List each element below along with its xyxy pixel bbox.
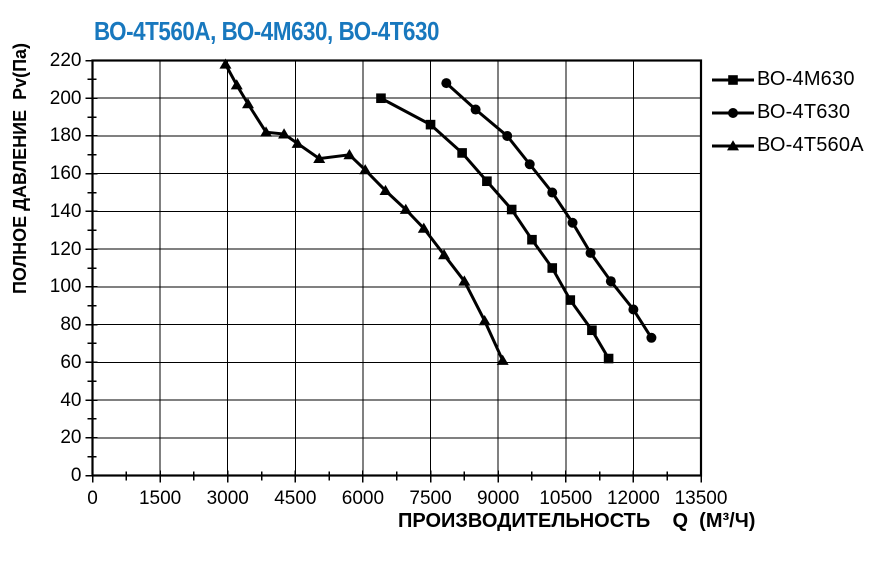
x-tick-label: 13500 [674,488,728,509]
x-tick-label: 9000 [477,488,520,509]
legend: ВО-4М630 ВО-4Т630 ВО-4Т560А [712,68,864,168]
y-tick-label: 100 [49,276,82,298]
x-tick-label: 0 [87,488,98,509]
legend-label: ВО-4Т560А [757,134,864,156]
y-tick-label: 180 [49,125,82,147]
axis-ticks [85,59,702,483]
x-tick-label: 6000 [341,488,385,509]
y-tick-label: 20 [60,427,82,449]
y-tick-label: 140 [49,200,82,222]
gridlines [92,60,701,476]
x-axis-title: ПРОИЗВОДИТЕЛЬНОСТЬ Q (М³/Ч) [398,510,756,532]
x-tick-label: 1500 [138,488,182,509]
legend-item-square: ВО-4М630 [712,68,864,90]
legend-item-triangle: ВО-4Т560А [712,134,864,156]
y-tick-label: 160 [49,163,82,185]
y-tick-label: 80 [60,314,82,336]
y-tick-label: 120 [49,238,82,260]
y-tick-label: 0 [70,465,82,486]
x-tick-label: 10500 [539,488,593,509]
chart-title: ВО-4Т560А, ВО-4М630, ВО-4Т630 [94,16,439,46]
y-tick-label: 220 [49,50,82,71]
legend-label: ВО-4М630 [757,68,855,90]
legend-circle-marker [712,107,754,118]
legend-square-marker [712,74,754,85]
x-tick-label: 3000 [206,488,249,509]
x-tick-label: 7500 [409,488,452,509]
series-square [376,93,614,364]
y-tick-label: 40 [60,389,82,411]
y-tick-label: 200 [49,87,82,109]
y-tick-label: 60 [60,351,82,373]
legend-triangle-marker [712,139,754,150]
legend-label: ВО-4Т630 [757,101,851,123]
plot-border [91,59,703,477]
x-tick-label: 4500 [274,488,317,509]
legend-item-circle: ВО-4Т630 [712,101,864,123]
x-tick-label: 12000 [606,488,660,509]
series-circle [441,78,657,343]
series-triangle [219,58,509,365]
